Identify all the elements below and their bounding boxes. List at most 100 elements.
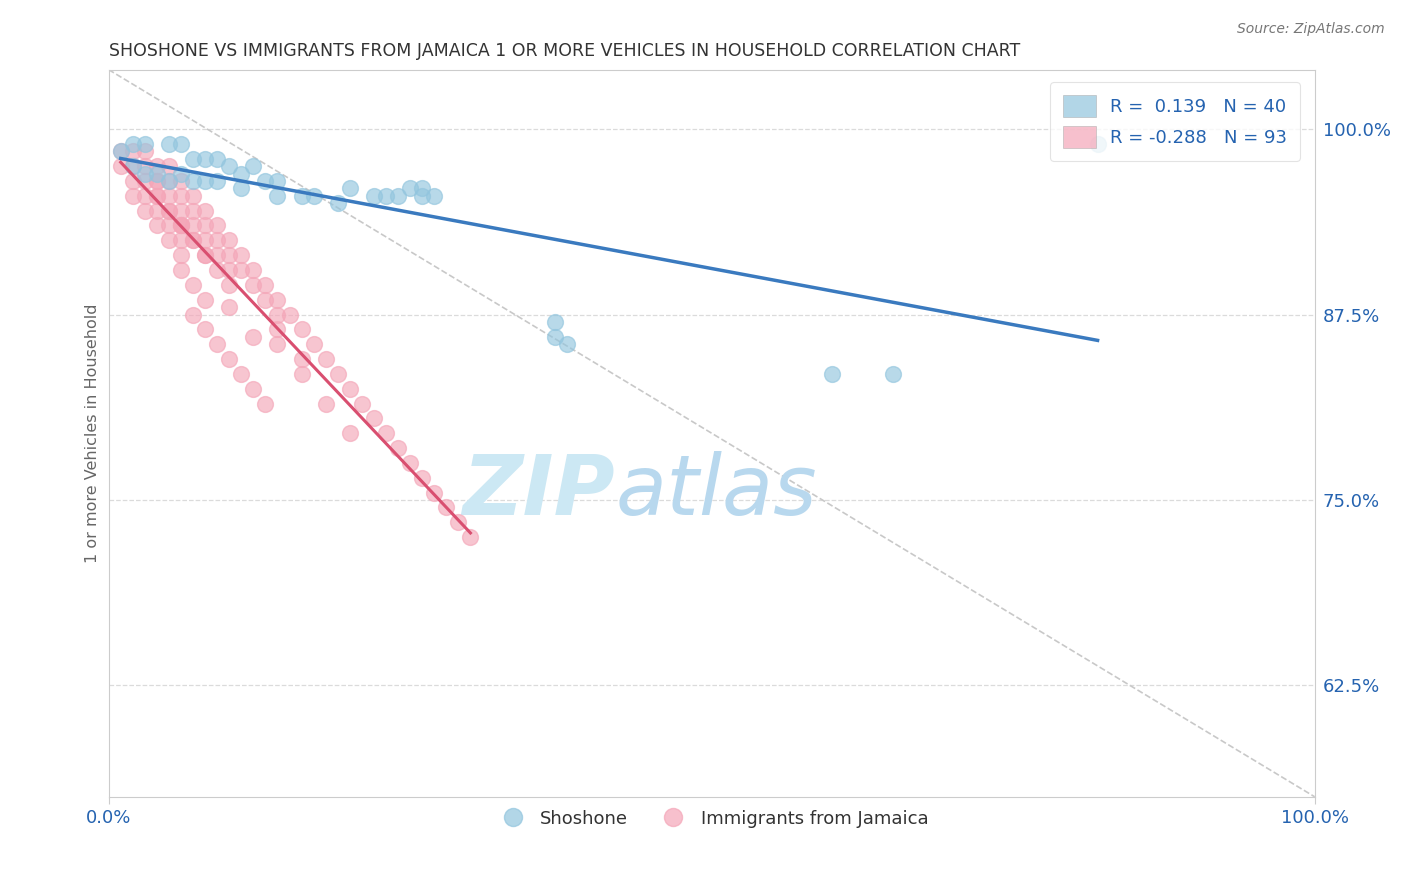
Point [544,315,567,329]
Point [266,322,288,336]
Point [205,174,228,188]
Point [555,337,578,351]
Point [194,152,217,166]
Point [375,188,398,202]
Point [218,263,240,277]
Point [399,456,422,470]
Point [218,248,240,262]
Point [121,174,143,188]
Point [121,188,143,202]
Point [339,426,361,441]
Point [146,159,169,173]
Point [254,277,277,292]
Point [134,167,156,181]
Point [121,159,143,173]
Text: Source: ZipAtlas.com: Source: ZipAtlas.com [1237,22,1385,37]
Point [170,233,193,247]
Point [170,219,193,233]
Point [254,293,277,307]
Point [194,248,217,262]
Point [399,181,422,195]
Point [205,263,228,277]
Point [146,203,169,218]
Point [170,248,193,262]
Point [411,181,433,195]
Point [339,382,361,396]
Point [205,152,228,166]
Point [411,471,433,485]
Point [121,136,143,151]
Point [326,367,349,381]
Point [291,351,314,366]
Point [121,159,143,173]
Point [423,485,446,500]
Point [170,203,193,218]
Point [181,174,204,188]
Text: ZIP: ZIP [463,450,616,532]
Point [254,174,277,188]
Point [231,167,253,181]
Point [181,188,204,202]
Point [194,248,217,262]
Point [231,367,253,381]
Point [821,367,844,381]
Point [170,219,193,233]
Point [157,159,180,173]
Point [350,396,373,410]
Point [157,203,180,218]
Point [363,411,385,425]
Point [157,219,180,233]
Point [242,277,264,292]
Point [242,330,264,344]
Point [134,159,156,173]
Point [1087,136,1109,151]
Point [205,219,228,233]
Point [302,188,325,202]
Point [194,174,217,188]
Point [146,174,169,188]
Point [242,382,264,396]
Point [266,174,288,188]
Point [146,188,169,202]
Point [218,277,240,292]
Point [181,219,204,233]
Point [170,174,193,188]
Point [218,351,240,366]
Point [375,426,398,441]
Point [134,145,156,159]
Legend: Shoshone, Immigrants from Jamaica: Shoshone, Immigrants from Jamaica [488,803,935,835]
Point [194,293,217,307]
Point [266,293,288,307]
Point [434,500,457,515]
Point [157,174,180,188]
Point [266,337,288,351]
Point [242,159,264,173]
Point [194,219,217,233]
Point [134,203,156,218]
Point [231,263,253,277]
Point [170,219,193,233]
Point [205,233,228,247]
Point [181,233,204,247]
Point [315,351,337,366]
Point [231,181,253,195]
Point [387,441,409,455]
Text: atlas: atlas [616,450,817,532]
Point [242,263,264,277]
Point [460,530,482,544]
Point [326,196,349,211]
Point [278,308,301,322]
Point [205,248,228,262]
Point [121,145,143,159]
Point [146,167,169,181]
Point [146,219,169,233]
Point [157,203,180,218]
Point [194,233,217,247]
Point [170,136,193,151]
Point [447,515,470,529]
Point [146,188,169,202]
Point [181,203,204,218]
Point [387,188,409,202]
Point [315,396,337,410]
Point [266,188,288,202]
